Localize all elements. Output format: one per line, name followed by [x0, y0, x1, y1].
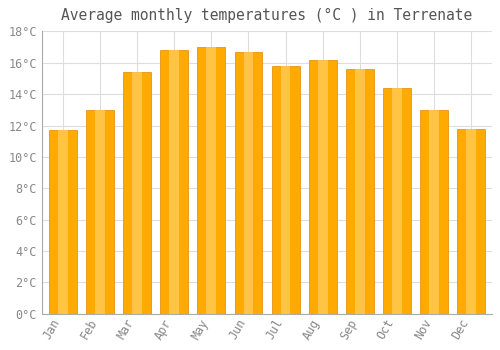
Bar	[86, 110, 114, 314]
Bar	[244, 52, 254, 314]
Bar	[420, 110, 448, 314]
Bar	[160, 50, 188, 314]
Bar	[58, 130, 68, 314]
Bar	[458, 129, 485, 314]
Bar	[346, 69, 374, 314]
Bar	[198, 47, 226, 314]
Bar	[318, 60, 328, 314]
Bar	[392, 88, 402, 314]
Bar	[95, 110, 105, 314]
Bar	[466, 129, 476, 314]
Title: Average monthly temperatures (°C ) in Terrenate: Average monthly temperatures (°C ) in Te…	[62, 8, 472, 23]
Bar	[123, 72, 151, 314]
Bar	[309, 60, 336, 314]
Bar	[280, 66, 290, 314]
Bar	[132, 72, 142, 314]
Bar	[234, 52, 262, 314]
Bar	[170, 50, 179, 314]
Bar	[383, 88, 411, 314]
Bar	[429, 110, 439, 314]
Bar	[49, 130, 76, 314]
Bar	[206, 47, 216, 314]
Bar	[272, 66, 299, 314]
Bar	[355, 69, 364, 314]
